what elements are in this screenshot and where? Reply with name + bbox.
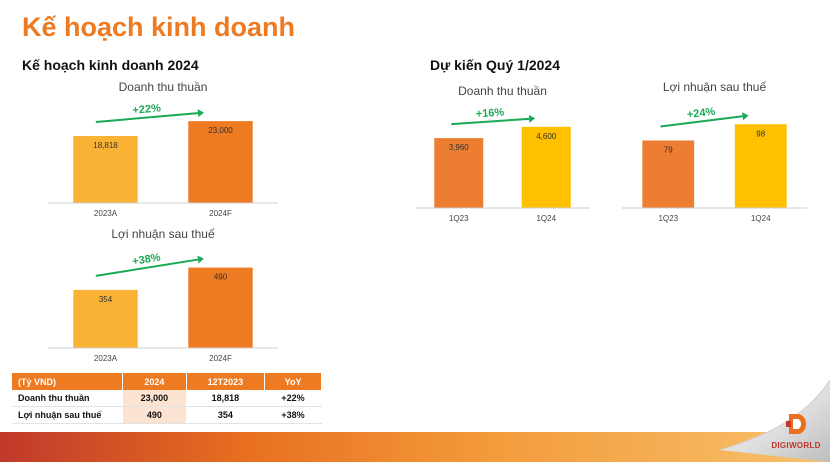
growth-label: +24%	[686, 106, 716, 121]
bar-1Q23	[642, 140, 695, 208]
table-header-row: (Tỷ VND) 2024 12T2023 YoY	[12, 373, 322, 390]
data-label: 79	[664, 145, 673, 154]
tick-label: 1Q24	[751, 214, 771, 223]
table-row: Lợi nhuận sau thuế 490 354 +38%	[12, 406, 322, 424]
tick-label: 1Q24	[536, 214, 556, 223]
table-header-cell: 12T2023	[186, 373, 266, 390]
chart-revenue-q1: Doanh thu thuần 3,960 1Q23 4,600 1Q24 +16%	[415, 80, 590, 225]
chart-profit-2024: Lợi nhuận sau thuế 354 2023A 490 2024F +38%	[48, 223, 278, 368]
growth-label: +22%	[132, 102, 162, 116]
bar-2023A	[73, 136, 138, 203]
bar-2024F	[188, 121, 253, 203]
chart-svg: Lợi nhuận sau thuế 354 2023A 490 2024F +38%	[48, 227, 278, 363]
growth-arrow-head	[528, 114, 536, 123]
digiworld-logo-text: DIGIWORLD	[771, 441, 821, 450]
chart-svg: Doanh thu thuần 18,818 2023A 23,000 2024F +22…	[48, 80, 278, 218]
bar-1Q24	[521, 126, 571, 208]
table-cell: +22%	[264, 390, 322, 407]
table-header-cell: YoY	[264, 373, 322, 390]
data-label: 23,000	[208, 126, 233, 135]
table-cell: 18,818	[186, 390, 265, 407]
growth-label: +38%	[131, 252, 161, 268]
growth-arrow-line	[451, 117, 530, 126]
table-cell: Lợi nhuận sau thuế	[12, 406, 123, 424]
data-label: 4,600	[536, 132, 557, 141]
tick-label: 2023A	[94, 354, 118, 363]
chart-title: Lợi nhuận sau thuế	[663, 80, 767, 94]
page-title: Kế hoạch kinh doanh	[22, 12, 296, 42]
chart-profit-q1: Lợi nhuận sau thuế 79 1Q23 98 1Q24 +24%	[622, 76, 807, 224]
table-cell: 354	[186, 406, 265, 424]
chart-title: Lợi nhuận sau thuế	[111, 227, 215, 241]
table-cell: 490	[122, 406, 187, 424]
section-title-plan-2024: Kế hoạch kinh doanh 2024	[22, 57, 199, 73]
growth-label: +16%	[475, 107, 504, 121]
bar-1Q24	[734, 124, 787, 208]
table-cell: +38%	[264, 406, 322, 424]
table-cell: 23,000	[122, 390, 187, 407]
chart-svg: Doanh thu thuần 3,960 1Q23 4,600 1Q24 +16%	[415, 84, 590, 223]
data-label: 490	[214, 273, 228, 282]
table-header-cell: 2024	[122, 373, 187, 390]
chart-title: Doanh thu thuần	[458, 84, 547, 98]
table-cell: Doanh thu thuần	[12, 390, 123, 407]
chart-svg: Lợi nhuận sau thuế 79 1Q23 98 1Q24 +24%	[622, 80, 807, 223]
digiworld-logo: DIGIWORLD	[770, 412, 822, 450]
data-label: 354	[99, 295, 113, 304]
chart-revenue-2024: Doanh thu thuần 18,818 2023A 23,000 2024F +22…	[48, 76, 278, 224]
tick-label: 2023A	[94, 209, 118, 218]
tick-label: 1Q23	[658, 214, 678, 223]
table-row: Doanh thu thuần 23,000 18,818 +22%	[12, 390, 322, 407]
footer-band	[0, 432, 830, 462]
bar-2024F	[188, 267, 253, 348]
growth-arrow-head	[197, 255, 204, 264]
chart-title: Doanh thu thuần	[119, 80, 208, 94]
bar-2023A	[73, 289, 138, 348]
growth-arrow-line	[95, 112, 199, 124]
growth-arrow-head	[742, 112, 749, 121]
table-header-cell: (Tỷ VND)	[12, 373, 123, 390]
tick-label: 2024F	[209, 354, 232, 363]
data-label: 18,818	[93, 141, 118, 150]
growth-arrow-line	[660, 115, 743, 128]
summary-table: (Tỷ VND) 2024 12T2023 YoY Doanh thu thuầ…	[12, 373, 322, 424]
growth-arrow-line	[95, 258, 199, 277]
digiworld-logo-icon	[786, 414, 806, 434]
data-label: 3,960	[449, 143, 470, 152]
section-title-q1-2024: Dự kiến Quý 1/2024	[430, 57, 560, 73]
data-label: 98	[756, 129, 765, 138]
bar-1Q23	[434, 138, 484, 208]
tick-label: 1Q23	[449, 214, 469, 223]
tick-label: 2024F	[209, 209, 232, 218]
growth-arrow-head	[197, 109, 204, 118]
